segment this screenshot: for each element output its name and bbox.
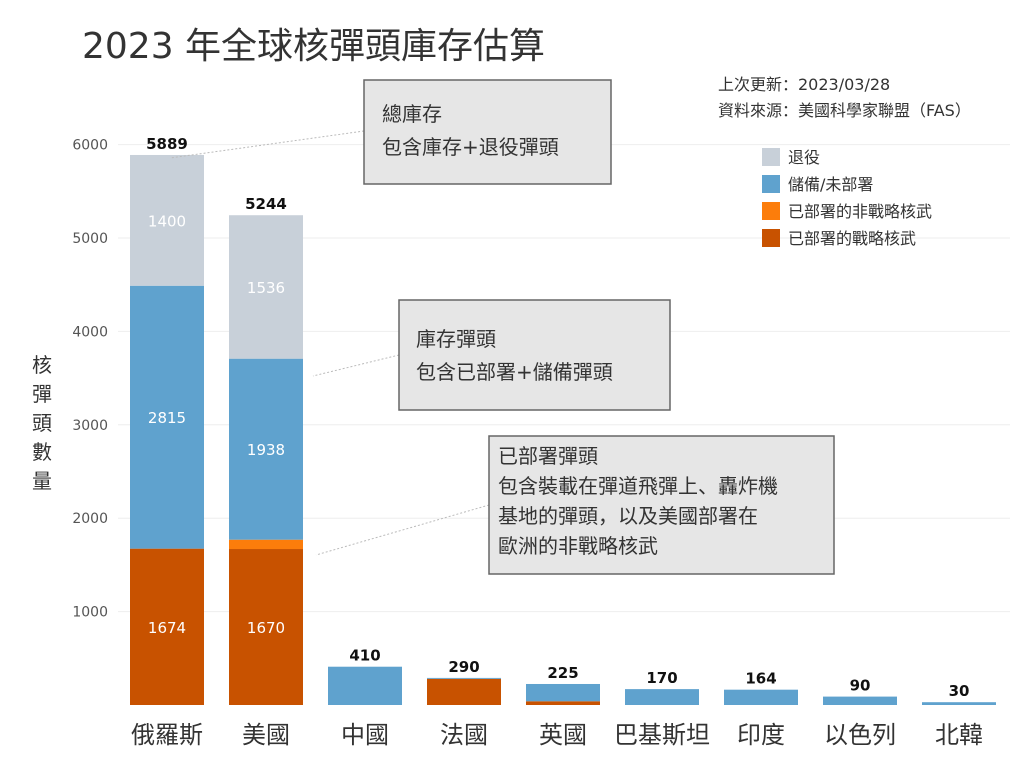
legend-label: 已部署的戰略核武 bbox=[788, 229, 916, 248]
y-axis-label-char: 彈 bbox=[32, 382, 52, 406]
bar-total-label: 164 bbox=[745, 670, 776, 688]
annotation-text: 包含庫存+退役彈頭 bbox=[382, 135, 559, 159]
x-tick-label: 法國 bbox=[440, 721, 488, 749]
legend-label: 退役 bbox=[788, 148, 820, 167]
bar-segment bbox=[427, 677, 501, 679]
annotation-background bbox=[398, 299, 671, 411]
bar-segment bbox=[922, 702, 996, 705]
y-tick-label: 1000 bbox=[72, 605, 108, 621]
x-axis-ticks: 俄羅斯 美國 中國 法國 英國 巴基斯坦 印度 以色列 北韓 bbox=[131, 721, 983, 749]
y-axis-label-char: 量 bbox=[32, 469, 52, 493]
segment-value-label: 1674 bbox=[148, 619, 186, 637]
bar-segment bbox=[130, 154, 204, 286]
x-tick-label: 俄羅斯 bbox=[131, 721, 203, 749]
annotation-text: 已部署彈頭 bbox=[498, 444, 598, 468]
y-tick-label: 2000 bbox=[72, 511, 108, 527]
bar-segment bbox=[229, 549, 303, 705]
annotation-leader bbox=[169, 130, 365, 159]
x-tick-label: 中國 bbox=[341, 721, 389, 749]
legend-label: 儲備/未部署 bbox=[788, 175, 873, 194]
annotation-text: 歐洲的非戰略核武 bbox=[498, 534, 658, 558]
chart-title: 2023 年全球核彈頭庫存估算 bbox=[82, 26, 545, 67]
annotations: 總庫存包含庫存+退役彈頭庫存彈頭包含已部署+儲備彈頭已部署彈頭包含裝載在彈道飛彈… bbox=[169, 79, 835, 575]
bar-total-label: 170 bbox=[646, 669, 677, 687]
bar-segment bbox=[130, 548, 204, 705]
segment-value-label: 1400 bbox=[148, 212, 186, 230]
legend-swatch bbox=[762, 148, 780, 166]
x-tick-label: 巴基斯坦 bbox=[614, 721, 710, 749]
annotation-text: 包含已部署+儲備彈頭 bbox=[416, 360, 613, 384]
x-tick-label: 以色列 bbox=[824, 721, 896, 749]
x-tick-label: 英國 bbox=[539, 721, 587, 749]
x-tick-label: 北韓 bbox=[935, 721, 983, 749]
data-source: 資料來源：美國科學家聯盟（FAS） bbox=[718, 101, 971, 120]
bar-segment bbox=[823, 696, 897, 705]
bar-total-label: 5889 bbox=[146, 135, 188, 153]
bar-segment bbox=[427, 678, 501, 705]
y-axis-ticks: 1000 2000 3000 4000 5000 6000 bbox=[72, 138, 108, 621]
bar-segment bbox=[328, 666, 402, 705]
bar-segment bbox=[229, 215, 303, 359]
bar-total-label: 30 bbox=[949, 682, 970, 700]
bar-total-label: 90 bbox=[850, 677, 871, 695]
y-tick-label: 3000 bbox=[72, 418, 108, 434]
annotation-background bbox=[363, 79, 612, 185]
bar-segment bbox=[625, 689, 699, 705]
bar-total-label: 5244 bbox=[245, 195, 287, 213]
annotation-leader bbox=[315, 504, 490, 556]
bar-segment bbox=[526, 701, 600, 705]
annotation-background bbox=[488, 435, 835, 575]
bar-total-label: 225 bbox=[547, 664, 578, 682]
y-axis-label-char: 核 bbox=[32, 353, 52, 377]
y-tick-label: 4000 bbox=[72, 324, 108, 340]
x-tick-label: 美國 bbox=[242, 721, 290, 749]
update-date: 上次更新：2023/03/28 bbox=[718, 75, 890, 94]
bar-segment bbox=[130, 285, 204, 549]
bar-total-label: 410 bbox=[349, 647, 380, 665]
bar-segment bbox=[229, 358, 303, 540]
bar-total-label: 290 bbox=[448, 658, 479, 676]
segment-value-label: 1670 bbox=[247, 619, 285, 637]
bar-segment bbox=[724, 689, 798, 705]
annotation-text: 庫存彈頭 bbox=[416, 327, 496, 351]
x-tick-label: 印度 bbox=[737, 721, 785, 749]
bar-segment bbox=[526, 683, 600, 702]
y-tick-label: 6000 bbox=[72, 138, 108, 154]
y-axis-label-char: 數 bbox=[32, 440, 52, 464]
annotation-text: 總庫存 bbox=[382, 102, 442, 126]
annotation-text: 基地的彈頭，以及美國部署在 bbox=[498, 504, 758, 528]
y-axis-label-char: 頭 bbox=[32, 411, 52, 435]
annotation-leader bbox=[312, 354, 400, 377]
annotation-text: 包含裝載在彈道飛彈上、轟炸機 bbox=[498, 474, 778, 498]
legend-swatch bbox=[762, 229, 780, 247]
bars: 1674 2815 1400 5889 1670 1938 1536 5244 410 290 22… bbox=[130, 135, 996, 705]
segment-value-label: 1938 bbox=[247, 441, 285, 459]
bar-segment bbox=[229, 539, 303, 550]
y-tick-label: 5000 bbox=[72, 231, 108, 247]
segment-value-label: 1536 bbox=[247, 279, 285, 297]
legend-label: 已部署的非戰略核武 bbox=[788, 202, 932, 221]
segment-value-label: 2815 bbox=[148, 409, 186, 427]
legend-swatch bbox=[762, 175, 780, 193]
legend-swatch bbox=[762, 202, 780, 220]
